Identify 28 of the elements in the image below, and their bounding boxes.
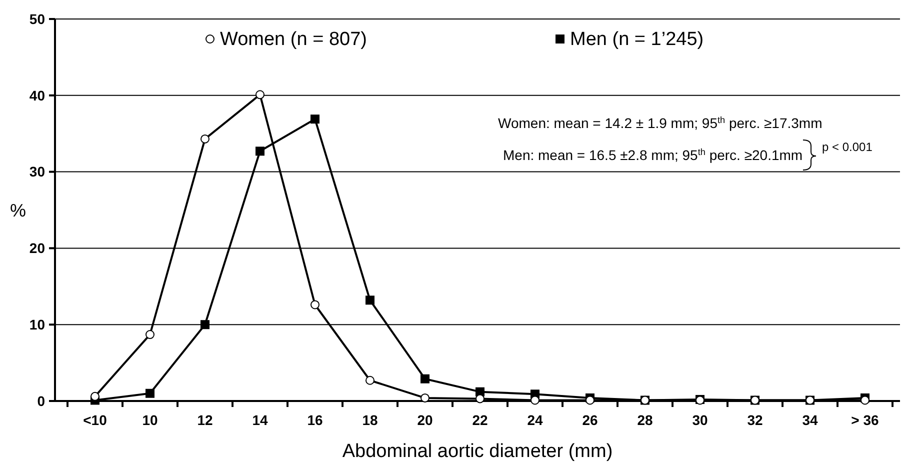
annotation: Women: mean = 14.2 ± 1.9 mm; 95$^{th}$ perc. ≥17.3mm <box>498 115 822 131</box>
annotation: Men: mean = 16.5 ±2.8 mm; 95$^{th}$ perc. ≥20.1mm <box>503 147 803 163</box>
y-tick-label: 0 <box>37 392 46 409</box>
y-tick-label: 40 <box>29 87 46 104</box>
x-tick-label: 10 <box>142 412 158 428</box>
x-tick-label: 20 <box>417 412 433 428</box>
x-axis-title: Abdominal aortic diameter (mm) <box>342 441 613 462</box>
x-tick-label: > 36 <box>851 412 880 428</box>
y-tick-label: 50 <box>29 10 46 27</box>
x-tick-label: 22 <box>472 412 488 428</box>
x-tick-label: 14 <box>252 412 268 428</box>
x-tick-label: 34 <box>802 412 818 428</box>
x-tick-label: 30 <box>692 412 708 428</box>
y-tick-label: 30 <box>29 164 46 180</box>
x-tick-label: 16 <box>307 412 323 428</box>
x-tick-label: 18 <box>362 412 378 428</box>
x-tick-label: 24 <box>527 412 543 428</box>
annotation: p < 0.001 <box>822 140 873 154</box>
x-tick-label: 26 <box>582 412 598 428</box>
y-tick-label: 20 <box>29 240 46 256</box>
x-tick-label: <10 <box>83 412 108 428</box>
legend-label: Men (n = 1’245) <box>570 29 704 50</box>
y-tick-label: 10 <box>29 316 46 332</box>
x-tick-label: 32 <box>747 412 763 428</box>
x-tick-label: 28 <box>637 412 653 428</box>
legend-label: Women (n = 807) <box>220 29 367 50</box>
y-axis-title: % <box>10 200 26 220</box>
x-tick-label: 12 <box>197 412 213 428</box>
